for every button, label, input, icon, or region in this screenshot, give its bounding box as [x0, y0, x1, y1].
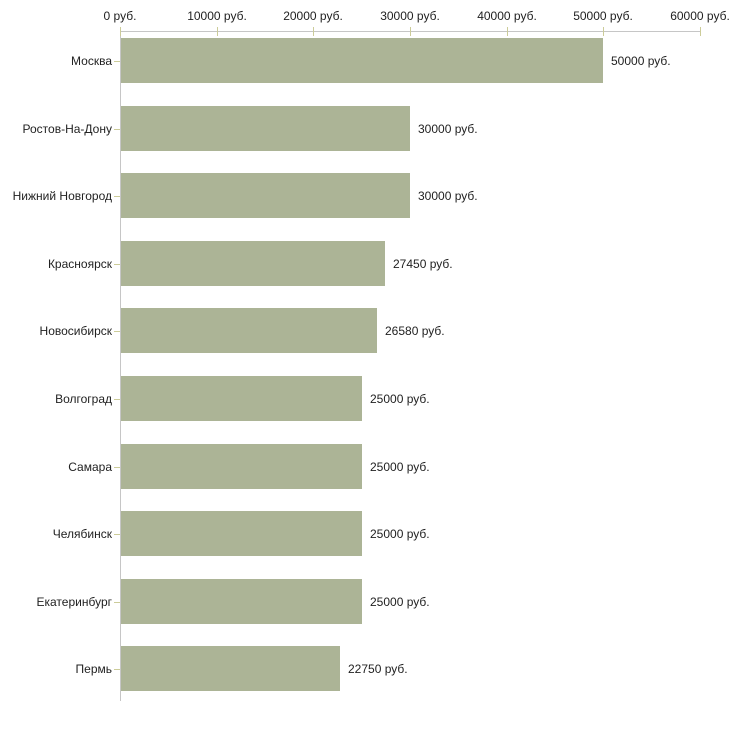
x-tick — [410, 27, 411, 36]
y-tick — [114, 196, 120, 197]
bar — [121, 646, 340, 691]
x-tick — [507, 27, 508, 36]
category-label: Екатеринбург — [36, 595, 113, 609]
y-tick — [114, 534, 120, 535]
value-label: 30000 руб. — [418, 122, 478, 136]
x-axis-label: 30000 руб. — [380, 9, 440, 23]
value-label: 25000 руб. — [370, 460, 430, 474]
category-label: Новосибирск — [39, 324, 112, 338]
x-axis-label: 0 руб. — [103, 9, 137, 23]
bar — [121, 173, 410, 218]
category-label: Пермь — [75, 662, 112, 676]
y-tick — [114, 331, 120, 332]
category-label: Челябинск — [52, 527, 112, 541]
x-tick — [217, 27, 218, 36]
value-label: 27450 руб. — [393, 257, 453, 271]
x-axis-label: 10000 руб. — [187, 9, 247, 23]
bar — [121, 308, 377, 353]
y-tick — [114, 467, 120, 468]
bar — [121, 38, 603, 83]
y-tick — [114, 669, 120, 670]
value-label: 22750 руб. — [348, 662, 408, 676]
value-label: 26580 руб. — [385, 324, 445, 338]
y-tick — [114, 602, 120, 603]
y-tick — [114, 61, 120, 62]
bar — [121, 511, 362, 556]
category-label: Москва — [71, 54, 112, 68]
category-label: Красноярск — [47, 257, 112, 271]
x-tick — [120, 27, 121, 36]
value-label: 25000 руб. — [370, 595, 430, 609]
category-label: Волгоград — [55, 392, 112, 406]
bar — [121, 241, 385, 286]
y-tick — [114, 129, 120, 130]
x-tick — [313, 27, 314, 36]
bar — [121, 376, 362, 421]
x-axis-label: 60000 руб. — [670, 9, 730, 23]
y-axis-line — [120, 31, 121, 701]
category-label: Нижний Новгород — [12, 189, 112, 203]
value-label: 30000 руб. — [418, 189, 478, 203]
category-label: Самара — [68, 460, 112, 474]
x-axis-label: 20000 руб. — [283, 9, 343, 23]
x-axis-label: 50000 руб. — [573, 9, 633, 23]
value-label: 25000 руб. — [370, 392, 430, 406]
y-tick — [114, 264, 120, 265]
value-label: 50000 руб. — [611, 54, 671, 68]
x-tick — [603, 27, 604, 36]
category-label: Ростов-На-Дону — [22, 122, 112, 136]
bar — [121, 579, 362, 624]
y-tick — [114, 399, 120, 400]
value-label: 25000 руб. — [370, 527, 430, 541]
x-tick — [700, 27, 701, 36]
x-axis-label: 40000 руб. — [477, 9, 537, 23]
bar — [121, 106, 410, 151]
bar — [121, 444, 362, 489]
